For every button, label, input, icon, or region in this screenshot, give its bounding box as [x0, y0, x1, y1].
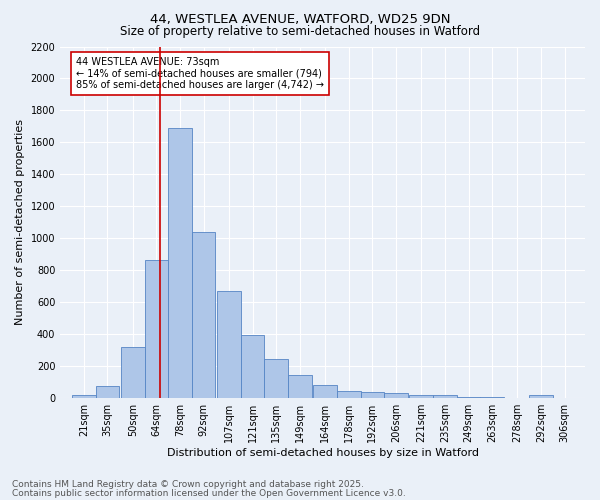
- Y-axis label: Number of semi-detached properties: Number of semi-detached properties: [15, 119, 25, 325]
- Bar: [192, 232, 215, 398]
- Bar: [337, 392, 361, 398]
- Bar: [384, 393, 408, 398]
- Bar: [409, 396, 433, 398]
- Bar: [72, 394, 95, 398]
- Text: Size of property relative to semi-detached houses in Watford: Size of property relative to semi-detach…: [120, 25, 480, 38]
- Bar: [168, 128, 192, 398]
- Bar: [529, 394, 553, 398]
- Text: 44 WESTLEA AVENUE: 73sqm
← 14% of semi-detached houses are smaller (794)
85% of : 44 WESTLEA AVENUE: 73sqm ← 14% of semi-d…: [76, 57, 324, 90]
- Bar: [457, 397, 481, 398]
- Bar: [241, 334, 265, 398]
- Bar: [121, 348, 145, 398]
- Bar: [145, 260, 168, 398]
- Text: 44, WESTLEA AVENUE, WATFORD, WD25 9DN: 44, WESTLEA AVENUE, WATFORD, WD25 9DN: [150, 12, 450, 26]
- Bar: [265, 358, 288, 398]
- Bar: [313, 385, 337, 398]
- Bar: [95, 386, 119, 398]
- X-axis label: Distribution of semi-detached houses by size in Watford: Distribution of semi-detached houses by …: [167, 448, 479, 458]
- Bar: [481, 397, 504, 398]
- Text: Contains HM Land Registry data © Crown copyright and database right 2025.: Contains HM Land Registry data © Crown c…: [12, 480, 364, 489]
- Bar: [361, 392, 384, 398]
- Text: Contains public sector information licensed under the Open Government Licence v3: Contains public sector information licen…: [12, 488, 406, 498]
- Bar: [288, 374, 311, 398]
- Bar: [217, 290, 241, 398]
- Bar: [433, 396, 457, 398]
